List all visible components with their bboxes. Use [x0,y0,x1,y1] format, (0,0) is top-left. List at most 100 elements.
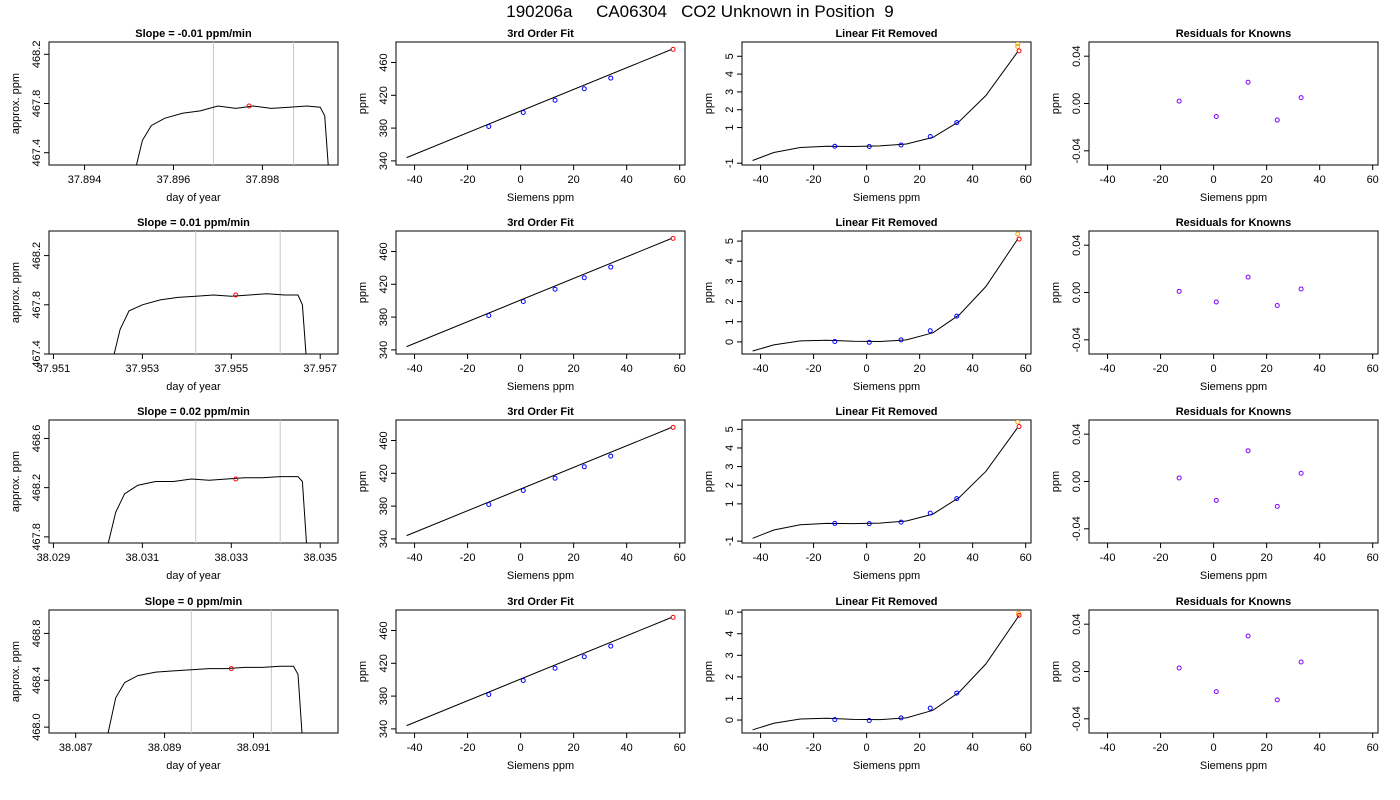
plot-frame [1088,41,1379,166]
panel-r1-c1: Slope = -0.01 ppm/min 37.894 37.896 37.898 4… [10,28,339,204]
x-tick-label: 60 [674,552,686,564]
plot-area [1176,448,1304,509]
x-tick-label: -20 [1153,363,1169,375]
y-tick-label: 4 [724,71,736,77]
known-point [581,464,587,470]
residual-curve [752,238,1019,352]
plot-frame [741,230,1032,355]
residual-point [1176,475,1182,481]
unknown-point [670,235,676,241]
panel-r4-c3: Linear Fit Removed -40 -20 0 20 40 60 0 1 2 3 4 5 Sie… [703,596,1032,772]
y-tick-label: 460 [378,53,390,71]
x-axis-label: Siemens ppm [1200,192,1267,204]
mean-marker [246,103,252,109]
y-tick-label: 340 [378,152,390,170]
y-tick-label: 0.04 [1071,234,1083,255]
x-tick-label: 60 [674,742,686,754]
y-axis-label: approx. ppm [10,641,22,702]
plot-frame [1088,419,1379,544]
x-axis-label: Siemens ppm [853,381,920,393]
x-tick-label: 37.894 [68,174,102,186]
known-point [608,264,614,270]
y-tick-label: 0.00 [1071,93,1083,114]
y-axis-label: ppm [357,661,369,682]
x-tick-label: 38.089 [148,742,182,754]
y-tick-label: 4 [724,445,736,451]
plot-area [406,424,676,537]
residual-point [1176,288,1182,294]
known-point [866,521,872,527]
y-axis-label: ppm [703,661,715,682]
x-tick-label: 60 [1020,552,1032,564]
plot-frame [1088,230,1379,355]
x-tick-label: 20 [914,174,926,186]
x-tick-label: 37.896 [157,174,191,186]
panel-r3-c1: Slope = 0.02 ppm/min 38.029 38.031 38.033 38… [10,406,339,582]
residual-curve [752,427,1019,539]
residual-curve [752,615,1020,731]
known-point [608,453,614,459]
known-point [832,143,838,149]
known-point [954,120,960,126]
known-point [954,496,960,502]
y-tick-label: -1 [724,158,736,168]
known-point [581,275,587,281]
residual-point [1245,79,1251,85]
known-point [520,678,526,684]
known-point [486,123,492,129]
y-tick-label: 467.4 [31,340,43,368]
x-tick-label: 0 [864,363,870,375]
known-point [832,520,838,526]
panel-title: Residuals for Knowns [1176,406,1292,418]
panel-title: Slope = 0.01 ppm/min [137,217,250,229]
x-tick-label: 37.898 [246,174,280,186]
plot-frame [395,230,686,355]
residual-point [1274,697,1280,703]
x-tick-label: 37.951 [37,363,71,375]
y-tick-label: 4 [724,258,736,264]
x-tick-label: 60 [1020,363,1032,375]
x-tick-label: 0 [1211,363,1217,375]
residual-point [1213,689,1219,695]
panel-title: Slope = 0.02 ppm/min [137,406,250,418]
panel-r3-c3: Linear Fit Removed -40 -20 0 20 40 60 -1 1 2 3 4 5 Si… [703,406,1032,582]
known-point [520,299,526,305]
plot-area [752,42,1022,161]
unknown-point [670,46,676,52]
known-point [866,143,872,149]
panel-r1-c2: 3rd Order Fit -40 -20 0 20 40 60 340 380 420 460 Si… [357,28,686,204]
x-tick-label: -20 [1153,742,1169,754]
y-axis-label: ppm [703,471,715,492]
y-tick-label: 468.4 [31,667,43,695]
x-tick-label: -40 [407,742,423,754]
flag-point [1016,610,1022,616]
flag-point [1015,42,1021,47]
x-tick-label: -40 [407,552,423,564]
y-tick-label: -0.04 [1071,138,1083,163]
x-tick-label: 20 [1261,552,1273,564]
x-axis-label: day of year [166,192,221,204]
panel-r3-c2: 3rd Order Fit -40 -20 0 20 40 60 340 380 420 460 Si… [357,406,686,582]
known-point [552,286,558,292]
y-tick-label: 0 [724,717,736,723]
x-tick-label: 40 [621,174,633,186]
x-tick-label: -40 [753,742,769,754]
plot-area [752,610,1022,731]
plot-area [107,420,307,543]
y-tick-label: 420 [378,86,390,104]
residual-point [1213,299,1219,305]
known-point [832,717,838,723]
x-tick-label: 38.087 [59,742,93,754]
known-point [898,337,904,343]
y-tick-label: 2 [724,482,736,488]
x-axis-label: Siemens ppm [507,570,574,582]
y-axis-label: ppm [703,93,715,114]
unknown-point [1016,236,1022,242]
plot-area [406,46,676,159]
y-tick-label: 467.8 [31,523,43,551]
y-tick-label: 467.8 [31,90,43,118]
panel-r4-c1: Slope = 0 ppm/min 38.087 38.089 38.091 468.0… [10,596,339,772]
x-tick-label: 20 [914,552,926,564]
